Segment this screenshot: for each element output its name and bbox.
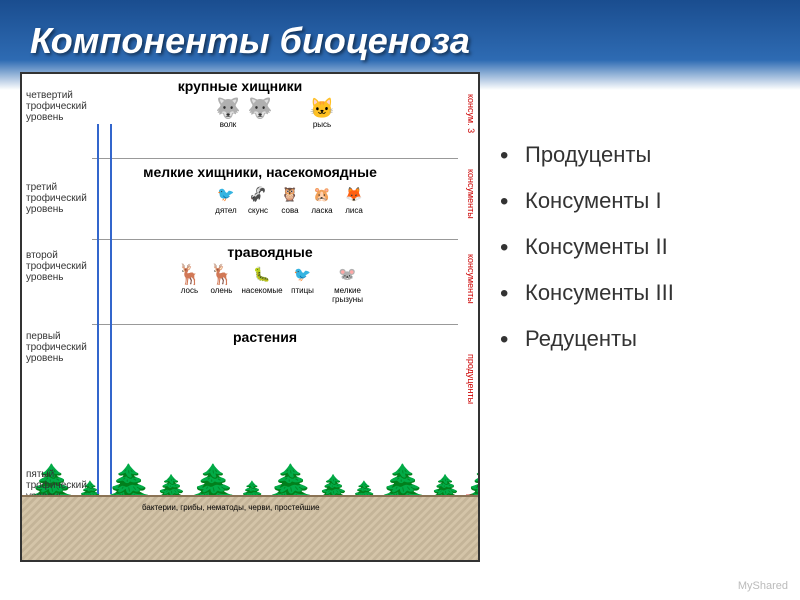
watermark: MyShared	[738, 580, 788, 592]
wolf-icon: 🐺	[216, 96, 240, 120]
animal-lynx: 🐱рысь	[310, 96, 334, 129]
bird-icon: 🐦	[214, 182, 238, 206]
animal-wolf: 🐺волк	[216, 96, 240, 129]
level-2-label: второй трофический уровень	[26, 250, 96, 283]
animal-rodents: 🐭мелкие грызуны	[323, 262, 373, 304]
energy-arrow	[110, 124, 112, 494]
deer-icon: 🦌	[209, 262, 233, 286]
divider	[92, 324, 458, 325]
bullet-producers: Продуценты	[500, 132, 780, 178]
animal-insects: 🐛насекомые	[241, 262, 282, 304]
level-3-title: мелкие хищники, насекомоядные	[22, 164, 458, 180]
divider	[92, 158, 458, 159]
mouse-icon: 🐭	[336, 262, 360, 286]
wolf-icon: 🐺	[248, 96, 272, 120]
lynx-icon: 🐱	[310, 96, 334, 120]
bullet-decomposers: Редуценты	[500, 316, 780, 362]
animal-fox: 🦊лиса	[342, 182, 366, 215]
content-area: четвертий трофический уровень крупные хи…	[0, 72, 800, 562]
divider	[92, 239, 458, 240]
bullet-consumers-3: Консументы III	[500, 270, 780, 316]
side-label-2: консументы	[466, 254, 476, 324]
moose-icon: 🦌	[177, 262, 201, 286]
level-1-label: первый трофический уровень	[26, 331, 96, 364]
bullet-consumers-1: Консументы I	[500, 178, 780, 224]
page-title: Компоненты биоценоза	[30, 20, 800, 62]
level-2: второй трофический уровень травоядные 🦌л…	[22, 244, 458, 324]
side-label-3: консументы	[466, 169, 476, 239]
title-bar: Компоненты биоценоза	[0, 0, 800, 72]
soil-organisms-label: бактерии, грибы, нематоды, черви, просте…	[142, 503, 320, 512]
level-1: первый трофический уровень растения	[22, 329, 458, 359]
bird-icon: 🐦	[291, 262, 315, 286]
animal-skunk: 🦨скунс	[246, 182, 270, 215]
energy-arrow	[97, 124, 99, 494]
bullet-consumers-2: Консументы II	[500, 224, 780, 270]
level-4-label: четвертий трофический уровень	[26, 90, 96, 123]
animal-deer: 🦌олень	[209, 262, 233, 304]
level-3: мелкие хищники, насекомоядные третий тро…	[22, 164, 458, 239]
level-4: четвертий трофический уровень крупные хи…	[22, 78, 458, 158]
animal-wolf2: 🐺	[248, 96, 272, 129]
owl-icon: 🦉	[278, 182, 302, 206]
weasel-icon: 🐹	[310, 182, 334, 206]
animal-birds: 🐦птицы	[291, 262, 315, 304]
animal-woodpecker: 🐦дятел	[214, 182, 238, 215]
level-3-label: третий трофический уровень	[26, 182, 96, 215]
side-label-4: консум. 3	[466, 94, 476, 154]
animal-weasel: 🐹ласка	[310, 182, 334, 215]
fox-icon: 🦊	[342, 182, 366, 206]
bug-icon: 🐛	[250, 262, 274, 286]
animal-moose: 🦌лось	[177, 262, 201, 304]
trophic-diagram: четвертий трофический уровень крупные хи…	[20, 72, 480, 562]
animal-owl: 🦉сова	[278, 182, 302, 215]
skunk-icon: 🦨	[246, 182, 270, 206]
bullet-list: Продуценты Консументы I Консументы II Ко…	[500, 72, 780, 562]
